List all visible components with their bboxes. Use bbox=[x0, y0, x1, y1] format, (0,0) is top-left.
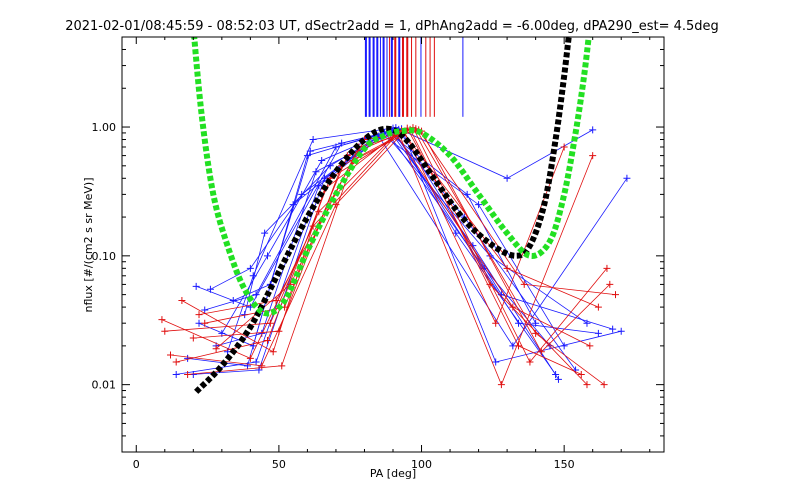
point-red-4-0 bbox=[172, 358, 180, 366]
point-blue-6-5 bbox=[609, 325, 617, 333]
point-red-6-5 bbox=[612, 291, 620, 299]
point-red-1-0 bbox=[166, 351, 174, 359]
point-blue-8-5 bbox=[617, 327, 625, 335]
point-red-0-1 bbox=[246, 354, 254, 362]
point-red-7-2 bbox=[315, 208, 323, 216]
x-axis-label: PA [deg] bbox=[370, 467, 416, 480]
x-tick-label-2: 100 bbox=[411, 458, 432, 471]
point-blue-11-0 bbox=[192, 282, 200, 290]
y-tick-label-2: 1.00 bbox=[92, 121, 117, 134]
point-red-8-5 bbox=[600, 381, 608, 389]
point-red-6-4 bbox=[520, 280, 528, 288]
point-blue-4-5 bbox=[589, 126, 597, 134]
point-red-0-0 bbox=[158, 316, 166, 324]
point-red-9-5 bbox=[606, 280, 614, 288]
point-red-5-4 bbox=[526, 358, 534, 366]
profile-red-9 bbox=[198, 130, 611, 353]
point-blue-7-5 bbox=[623, 174, 631, 182]
point-blue-4-2 bbox=[309, 136, 317, 144]
point-red-6-0 bbox=[212, 345, 220, 353]
point-blue-7-1 bbox=[244, 362, 252, 370]
profile-blue-5 bbox=[244, 132, 588, 324]
point-blue-10-5 bbox=[594, 329, 602, 337]
profile-red-1 bbox=[170, 127, 588, 385]
point-red-2-4 bbox=[503, 264, 511, 272]
profile-blue-4 bbox=[227, 127, 593, 352]
point-red-0-4 bbox=[497, 381, 505, 389]
point-red-2-5 bbox=[594, 303, 602, 311]
point-blue-4-4 bbox=[503, 174, 511, 182]
point-blue-9-1 bbox=[263, 252, 271, 260]
y-axis-label: nflux [#/(cm2 s sr MeV)] bbox=[82, 178, 95, 313]
point-blue-3-4 bbox=[475, 201, 483, 209]
point-blue-9-2 bbox=[318, 156, 326, 164]
point-red-1-5 bbox=[583, 381, 591, 389]
point-red-9-0 bbox=[195, 311, 203, 319]
point-blue-11-2 bbox=[338, 139, 346, 147]
point-red-7-0 bbox=[161, 327, 169, 335]
point-blue-3-1 bbox=[246, 264, 254, 272]
point-red-1-2 bbox=[332, 201, 340, 209]
point-red-4-4 bbox=[492, 319, 500, 327]
point-blue-3-2 bbox=[298, 190, 306, 198]
point-red-3-0 bbox=[189, 334, 197, 342]
point-red-3-5 bbox=[577, 370, 585, 378]
point-blue-9-5 bbox=[554, 375, 562, 383]
point-red-3-1 bbox=[275, 327, 283, 335]
chart-title: 2021-02-01/08:45:59 - 08:52:03 UT, dSect… bbox=[65, 19, 719, 34]
point-red-1-1 bbox=[258, 362, 266, 370]
point-blue-6-2 bbox=[312, 168, 320, 176]
profile-red-8 bbox=[187, 128, 605, 385]
profile-blue-10 bbox=[233, 130, 599, 334]
point-red-2-0 bbox=[178, 297, 186, 305]
point-red-4-5 bbox=[560, 143, 568, 151]
x-tick-label-1: 50 bbox=[272, 458, 286, 471]
x-tick-label-0: 0 bbox=[133, 458, 140, 471]
point-red-8-4 bbox=[532, 329, 540, 337]
point-blue-1-1 bbox=[252, 358, 260, 366]
point-red-8-1 bbox=[278, 362, 286, 370]
profile-red-7 bbox=[164, 133, 590, 347]
point-red-2-1 bbox=[269, 348, 277, 356]
point-blue-5-1 bbox=[261, 229, 269, 237]
point-red-5-0 bbox=[201, 319, 209, 327]
point-red-3-4 bbox=[515, 342, 523, 350]
point-blue-8-4 bbox=[492, 358, 500, 366]
point-blue-8-0 bbox=[201, 306, 209, 314]
profile-blue-1 bbox=[176, 129, 576, 375]
point-red-9-4 bbox=[537, 348, 545, 356]
y-tick-label-1: 0.10 bbox=[92, 250, 117, 263]
point-red-7-1 bbox=[266, 319, 274, 327]
point-blue-10-4 bbox=[515, 319, 523, 327]
point-red-0-5 bbox=[589, 152, 597, 160]
profile-red-0 bbox=[161, 132, 594, 386]
point-red-7-4 bbox=[509, 303, 517, 311]
profile-red-4 bbox=[176, 131, 565, 363]
point-red-8-0 bbox=[184, 370, 192, 378]
point-red-5-5 bbox=[603, 264, 611, 272]
point-red-7-5 bbox=[586, 342, 594, 350]
point-red-9-1 bbox=[272, 297, 280, 305]
point-blue-6-1 bbox=[258, 329, 266, 337]
point-blue-0-4 bbox=[452, 229, 460, 237]
x-tick-label-3: 150 bbox=[554, 458, 575, 471]
profile-red-6 bbox=[215, 129, 616, 350]
profile-red-3 bbox=[193, 128, 582, 375]
green-fit-curve bbox=[191, 37, 592, 317]
y-tick-label-0: 0.01 bbox=[92, 379, 117, 392]
profile-red-2 bbox=[181, 129, 599, 353]
black-fit-curve bbox=[194, 37, 572, 394]
plot-frame bbox=[121, 36, 665, 453]
point-red-4-1 bbox=[263, 337, 271, 345]
point-blue-1-0 bbox=[172, 370, 180, 378]
point-blue-10-2 bbox=[306, 147, 314, 155]
